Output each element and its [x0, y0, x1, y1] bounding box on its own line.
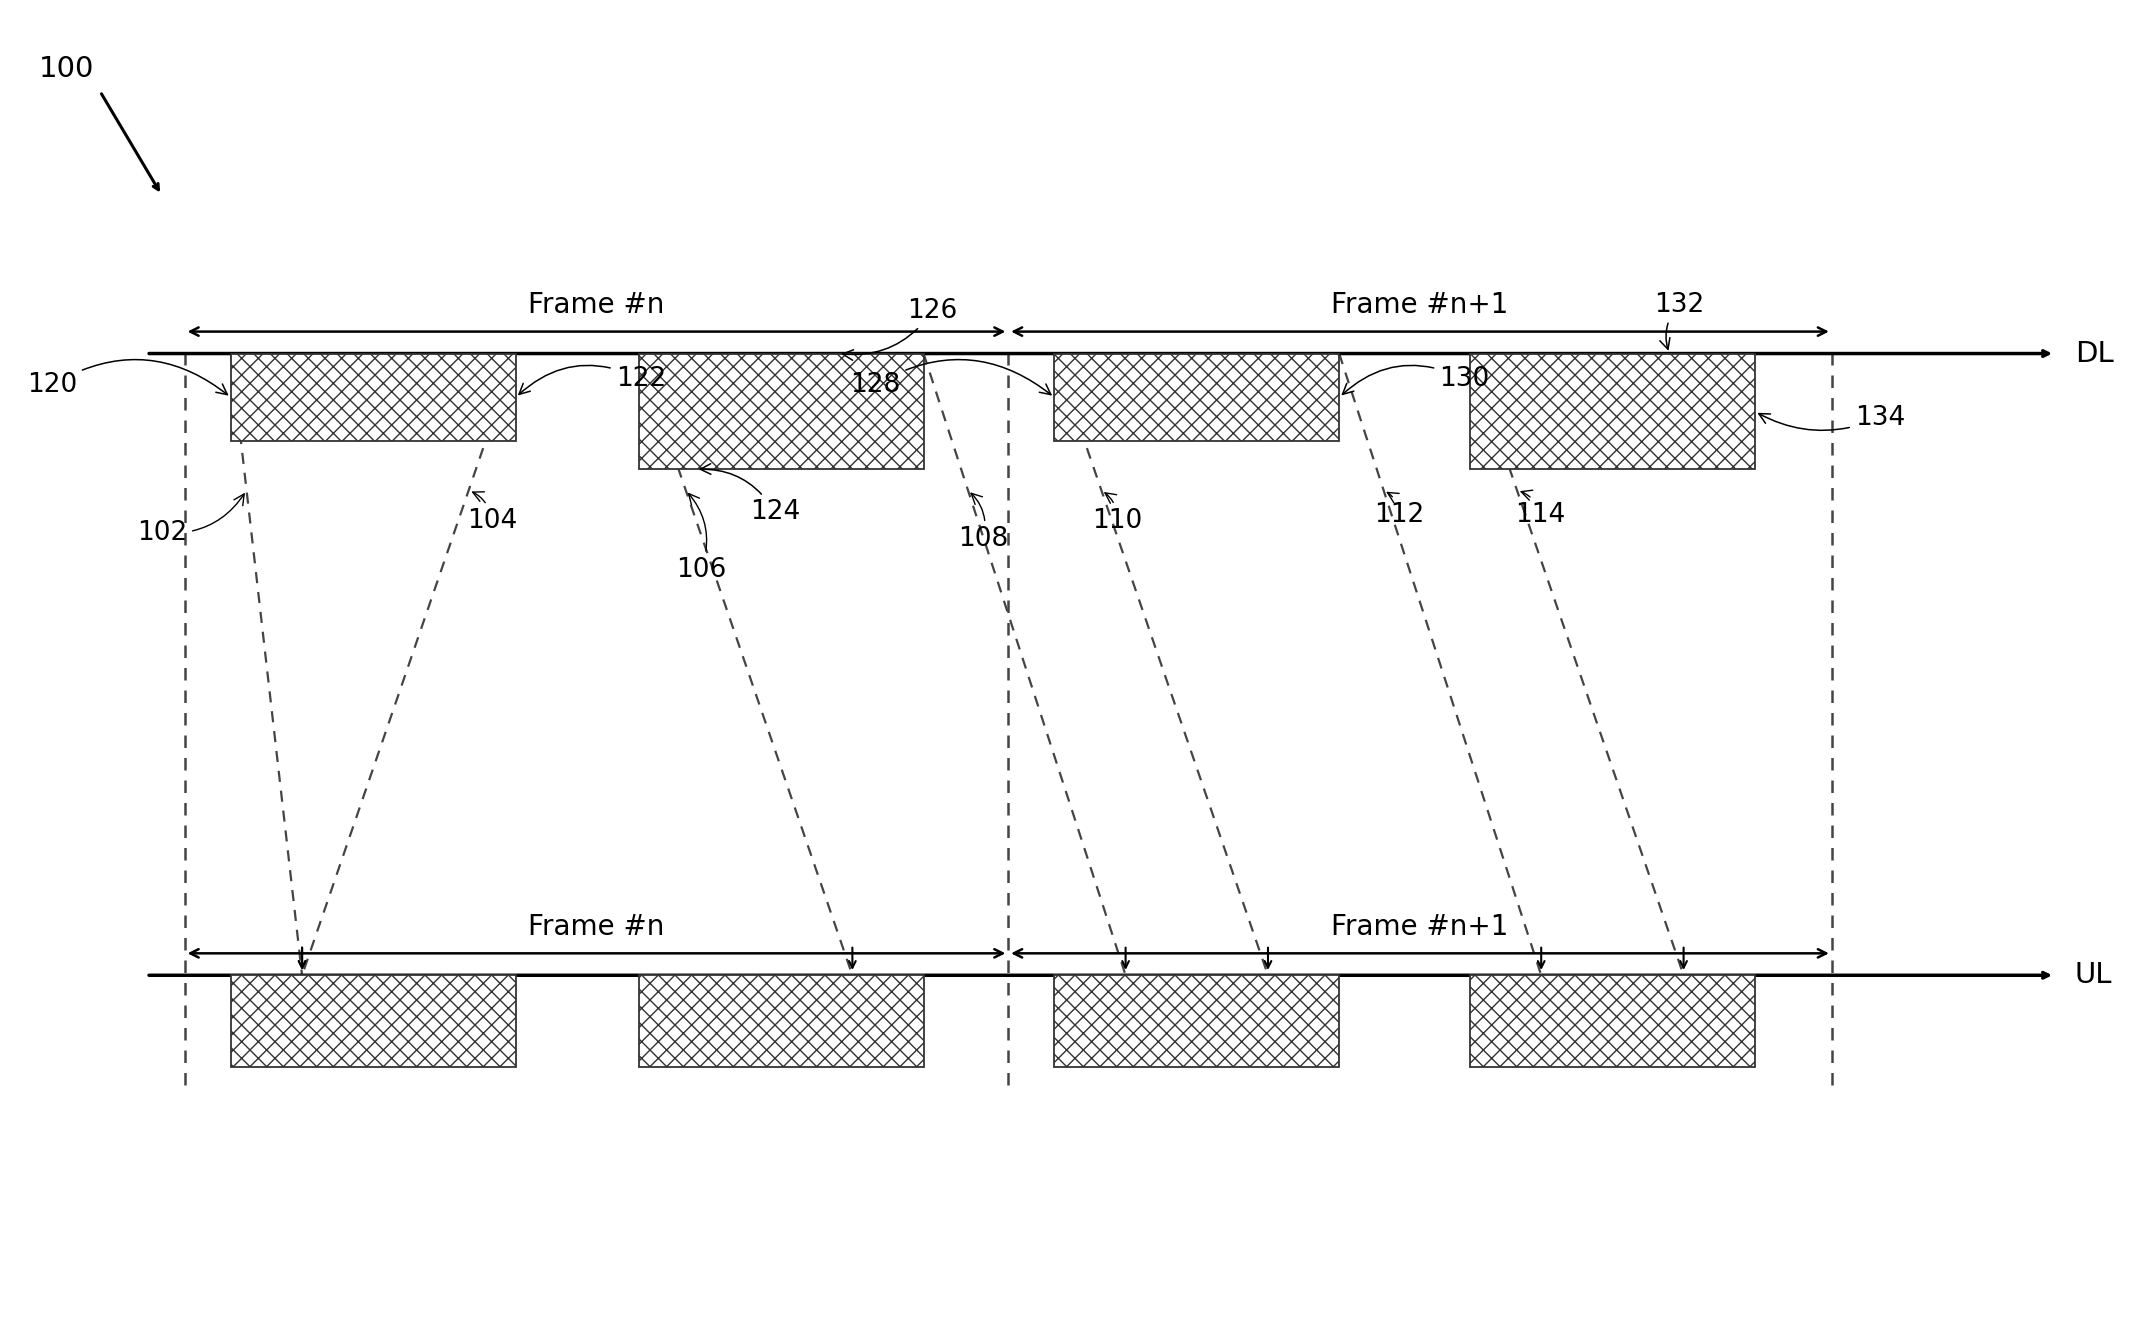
- Text: Frame #n+1: Frame #n+1: [1332, 913, 1508, 941]
- Text: Frame #n: Frame #n: [528, 291, 664, 319]
- Text: 104: 104: [468, 492, 517, 534]
- Bar: [1470, 975, 1754, 1066]
- Bar: [1470, 354, 1754, 469]
- Text: 120: 120: [26, 359, 228, 398]
- Text: DL: DL: [2075, 339, 2114, 367]
- Text: 102: 102: [136, 493, 244, 546]
- Bar: [1054, 975, 1338, 1066]
- Text: 112: 112: [1375, 492, 1424, 528]
- Text: 122: 122: [519, 365, 666, 394]
- Text: 124: 124: [700, 464, 800, 526]
- Bar: [638, 354, 924, 469]
- Text: 126: 126: [843, 298, 957, 361]
- Text: UL: UL: [2075, 961, 2112, 990]
- Text: 106: 106: [677, 493, 726, 582]
- Text: 100: 100: [39, 55, 95, 83]
- Text: 110: 110: [1093, 492, 1142, 534]
- Text: 108: 108: [959, 493, 1009, 552]
- Text: 128: 128: [851, 359, 1052, 398]
- Bar: [1054, 354, 1338, 441]
- Text: 130: 130: [1343, 365, 1489, 394]
- Text: Frame #n: Frame #n: [528, 913, 664, 941]
- Text: 132: 132: [1655, 292, 1705, 349]
- Bar: [638, 975, 924, 1066]
- Text: 114: 114: [1515, 491, 1565, 528]
- Text: 134: 134: [1758, 405, 1905, 430]
- Bar: [231, 354, 515, 441]
- Text: Frame #n+1: Frame #n+1: [1332, 291, 1508, 319]
- Bar: [231, 975, 515, 1066]
